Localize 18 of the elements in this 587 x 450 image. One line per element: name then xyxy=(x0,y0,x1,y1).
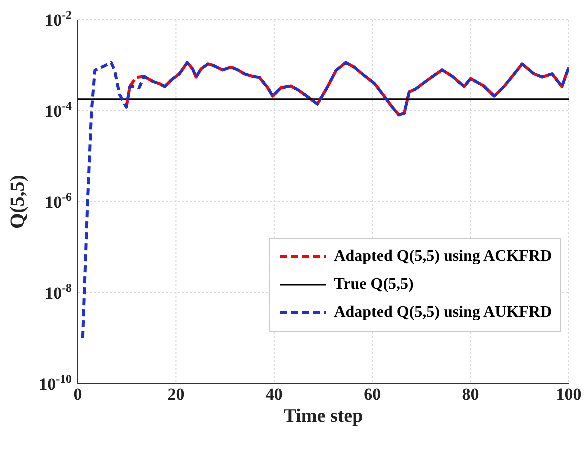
x-tick-label: 80 xyxy=(462,385,480,404)
x-tick-label: 40 xyxy=(266,385,283,404)
legend-label: Adapted Q(5,5) using AUKFRD xyxy=(334,304,552,322)
legend-label: Adapted Q(5,5) using ACKFRD xyxy=(334,248,552,266)
line-series xyxy=(81,61,569,340)
x-axis-title: Time step xyxy=(284,406,364,427)
y-tick-label: 10$^{-4}$ xyxy=(45,99,72,121)
y-tick-label: 10$^{-6}$ xyxy=(45,190,72,212)
y-axis-title: Q(5,5) xyxy=(7,175,29,229)
x-tick-label: 20 xyxy=(168,385,185,404)
x-tick-label: 60 xyxy=(364,385,382,404)
y-tick-label: 10$^{-8}$ xyxy=(45,281,72,303)
x-tick-label: 100 xyxy=(556,385,582,404)
y-tick-label: 10$^{-2}$ xyxy=(45,8,72,30)
y-tick-label: 10$^{-10}$ xyxy=(39,372,72,394)
line-series xyxy=(125,61,569,117)
x-tick-label: 0 xyxy=(74,385,82,404)
legend-label: True Q(5,5) xyxy=(334,276,414,294)
